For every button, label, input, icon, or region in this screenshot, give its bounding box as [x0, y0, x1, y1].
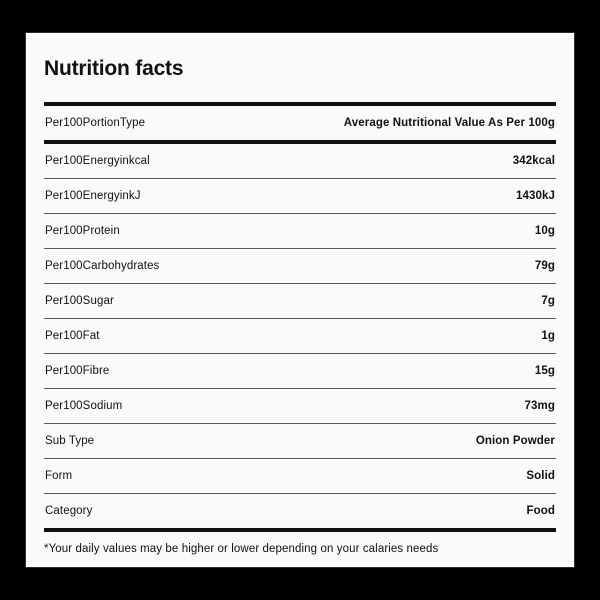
row-divider	[44, 283, 556, 285]
nutrition-facts-card: Nutrition facts Per100PortionType Averag…	[25, 32, 575, 568]
row-value: 7g	[541, 295, 555, 308]
row-label: Per100Carbohydrates	[45, 260, 160, 273]
row-divider	[44, 458, 556, 460]
table-row: Category Food	[44, 494, 556, 528]
row-value: 10g	[534, 225, 555, 238]
row-label: Per100Fat	[45, 330, 100, 343]
row-value: 79g	[534, 260, 555, 273]
row-label: Per100Sugar	[45, 295, 114, 308]
card-content: Nutrition facts Per100PortionType Averag…	[44, 33, 556, 567]
header-label: Per100PortionType	[45, 117, 146, 130]
row-divider	[44, 248, 556, 250]
table-row: Sub Type Onion Powder	[44, 424, 556, 458]
row-label: Per100Energyinkcal	[45, 155, 150, 168]
table-row: Per100Fibre 15g	[44, 354, 556, 388]
row-label: Per100Fibre	[45, 365, 110, 378]
header-value: Average Nutritional Value As Per 100g	[343, 117, 555, 130]
row-divider	[44, 493, 556, 495]
row-divider	[44, 423, 556, 425]
page-title: Nutrition facts	[44, 57, 184, 80]
row-value: Onion Powder	[475, 435, 555, 448]
row-label: Per100EnergyinkJ	[45, 190, 141, 203]
row-value: Solid	[526, 470, 555, 483]
header-top-rule	[44, 102, 556, 107]
row-value: 1g	[541, 330, 555, 343]
row-value: 1430kJ	[516, 190, 555, 203]
row-label: Form	[45, 470, 73, 483]
table-row: Per100Protein 10g	[44, 214, 556, 248]
table-row: Per100Energyinkcal 342kcal	[44, 144, 556, 178]
table-row: Form Solid	[44, 459, 556, 493]
header-bottom-rule	[44, 140, 556, 145]
row-value: 342kcal	[512, 155, 555, 168]
row-divider	[44, 213, 556, 215]
table-row: Per100EnergyinkJ 1430kJ	[44, 179, 556, 213]
row-label: Per100Protein	[45, 225, 120, 238]
row-value: 15g	[534, 365, 555, 378]
table-header-row: Per100PortionType Average Nutritional Va…	[44, 106, 556, 140]
row-label: Sub Type	[45, 435, 95, 448]
row-label: Per100Sodium	[45, 400, 123, 413]
row-divider	[44, 178, 556, 180]
row-divider	[44, 353, 556, 355]
row-value: Food	[526, 505, 555, 518]
row-divider	[44, 388, 556, 390]
table-row: Per100Sodium 73mg	[44, 389, 556, 423]
nutrition-table: Per100PortionType Average Nutritional Va…	[44, 102, 556, 555]
table-row: Per100Sugar 7g	[44, 284, 556, 318]
footnote-text: *Your daily values may be higher or lowe…	[44, 543, 439, 556]
row-label: Category	[45, 505, 93, 518]
footnote-top-rule	[44, 528, 556, 533]
row-divider	[44, 318, 556, 320]
row-value: 73mg	[524, 400, 555, 413]
table-row: Per100Carbohydrates 79g	[44, 249, 556, 283]
table-row: Per100Fat 1g	[44, 319, 556, 353]
